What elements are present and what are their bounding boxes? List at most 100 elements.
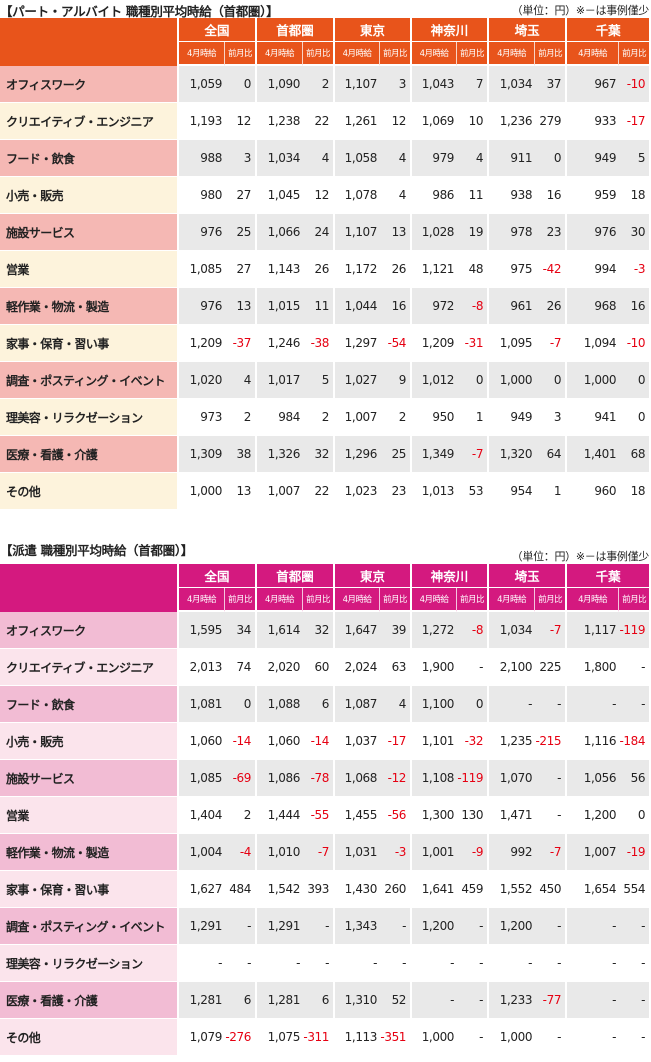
dispatch-row-label: フード・飲食 — [0, 686, 179, 723]
parttime-diff-cell: 48 — [457, 251, 490, 288]
dispatch-diff-cell: -8 — [457, 612, 490, 649]
dispatch-wage-cell: 1,068 — [335, 760, 381, 797]
parttime-row-label: 調査・ポスティング・イベント — [0, 362, 179, 399]
parttime-diff-cell: 11 — [457, 177, 490, 214]
parttime-row-label: その他 — [0, 473, 179, 510]
parttime-wage-cell: 1,326 — [257, 436, 304, 473]
parttime-diff-cell: 13 — [225, 473, 258, 510]
parttime-wage-cell: 972 — [412, 288, 458, 325]
parttime-wage-cell: 1,044 — [335, 288, 381, 325]
dispatch-wage-cell: 1,108 — [412, 760, 458, 797]
dispatch-row-label: 施設サービス — [0, 760, 179, 797]
dispatch-wage-cell: 1,004 — [179, 834, 225, 871]
dispatch-wage-cell: 1,075 — [257, 1019, 304, 1056]
dispatch-table-row: フード・飲食 1,081 0 1,088 6 1,087 4 1,100 0- - - - — [0, 686, 651, 723]
dispatch-wage-cell: 1,034 — [489, 612, 536, 649]
dispatch-wage-cell: 1,455 — [335, 797, 381, 834]
parttime-row-label: フード・飲食 — [0, 140, 179, 177]
dispatch-wage-table: 全国 首都圏 東京 神奈川 埼玉 千葉 4月時給 前月比 4月時給 前月比 4月時給 前月比 4月時給前… — [0, 564, 651, 1056]
dispatch-wage-cell: 2,020 — [257, 649, 304, 686]
parttime-wage-cell: 1,261 — [335, 103, 381, 140]
parttime-diff-cell: 0 — [619, 399, 651, 436]
parttime-wage-cell: 1,007 — [335, 399, 381, 436]
dispatch-diff-subheader: 前月比 — [457, 588, 490, 612]
parttime-table-row: 理美容・リラクゼーション 973 2 984 2 1,007 2 950 1 949 3 941 0 — [0, 399, 651, 436]
parttime-diff-cell: 0 — [619, 362, 651, 399]
parttime-diff-cell: 4 — [303, 140, 336, 177]
parttime-wage-cell: 1,121 — [412, 251, 458, 288]
dispatch-diff-cell: 393 — [303, 871, 336, 908]
parttime-diff-cell: 4 — [380, 140, 413, 177]
dispatch-diff-cell: - — [457, 1019, 490, 1056]
parttime-diff-cell: 53 — [457, 473, 490, 510]
parttime-wage-cell: 1,107 — [335, 66, 381, 103]
dispatch-diff-cell: -69 — [225, 760, 258, 797]
parttime-wage-cell: 1,172 — [335, 251, 381, 288]
dispatch-diff-cell: - — [303, 908, 336, 945]
dispatch-diff-subheader: 前月比 — [535, 588, 568, 612]
parttime-wage-cell: 984 — [257, 399, 304, 436]
parttime-diff-cell: 5 — [619, 140, 651, 177]
dispatch-diff-cell: 130 — [457, 797, 490, 834]
parttime-diff-cell: 279 — [535, 103, 568, 140]
dispatch-header: 【派遣 職種別平均時給（首都圏）】 （単位：円）※－は事例僅少 — [0, 540, 651, 564]
parttime-region-header: 全国 — [179, 18, 258, 42]
parttime-wage-cell: 976 — [567, 214, 620, 251]
parttime-wage-cell: 1,058 — [335, 140, 381, 177]
dispatch-wage-cell: 1,060 — [179, 723, 225, 760]
dispatch-diff-cell: - — [225, 908, 258, 945]
dispatch-wage-cell: 1,200 — [412, 908, 458, 945]
parttime-diff-cell: -54 — [380, 325, 413, 362]
parttime-diff-subheader: 前月比 — [457, 42, 490, 66]
parttime-wage-cell: 933 — [567, 103, 620, 140]
dispatch-wage-cell: - — [567, 982, 620, 1019]
dispatch-wage-cell: 1,471 — [489, 797, 536, 834]
dispatch-wage-cell: 1,070 — [489, 760, 536, 797]
parttime-region-header: 東京 — [335, 18, 413, 42]
parttime-wage-cell: 961 — [489, 288, 536, 325]
dispatch-diff-cell: -17 — [380, 723, 413, 760]
parttime-diff-cell: -31 — [457, 325, 490, 362]
parttime-diff-cell: 26 — [380, 251, 413, 288]
dispatch-wage-subheader: 4月時給 — [257, 588, 304, 612]
parttime-diff-cell: 12 — [303, 177, 336, 214]
parttime-diff-cell: 25 — [225, 214, 258, 251]
dispatch-wage-cell: 1,654 — [567, 871, 620, 908]
dispatch-header-corner — [0, 564, 179, 612]
dispatch-diff-cell: 6 — [225, 982, 258, 1019]
parttime-region-header: 神奈川 — [412, 18, 490, 42]
parttime-wage-cell: 1,209 — [179, 325, 225, 362]
parttime-wage-cell: 1,000 — [567, 362, 620, 399]
parttime-wage-cell: 980 — [179, 177, 225, 214]
parttime-diff-cell: 0 — [225, 66, 258, 103]
parttime-wage-cell: 973 — [179, 399, 225, 436]
dispatch-wage-cell: 2,100 — [489, 649, 536, 686]
dispatch-wage-cell: 1,116 — [567, 723, 620, 760]
parttime-wage-cell: 978 — [489, 214, 536, 251]
dispatch-wage-subheader: 4月時給 — [412, 588, 458, 612]
dispatch-wage-cell: 1,281 — [179, 982, 225, 1019]
dispatch-row-label: 医療・看護・介護 — [0, 982, 179, 1019]
parttime-diff-cell: 0 — [535, 362, 568, 399]
dispatch-table-row: 調査・ポスティング・イベント 1,291-1,291-1,343-1,200-1,… — [0, 908, 651, 945]
dispatch-wage-cell: 1,007 — [567, 834, 620, 871]
dispatch-row-label: 営業 — [0, 797, 179, 834]
parttime-diff-cell: 0 — [457, 362, 490, 399]
dispatch-region-header: 首都圏 — [257, 564, 336, 588]
parttime-wage-cell: 941 — [567, 399, 620, 436]
dispatch-wage-cell: 1,310 — [335, 982, 381, 1019]
dispatch-diff-cell: - — [619, 945, 651, 982]
parttime-wage-cell: 968 — [567, 288, 620, 325]
parttime-wage-cell: 1,013 — [412, 473, 458, 510]
parttime-row-label: 医療・看護・介護 — [0, 436, 179, 473]
parttime-diff-cell: 22 — [303, 103, 336, 140]
parttime-wage-cell: 950 — [412, 399, 458, 436]
parttime-table-row: クリエイティブ・エンジニア 1,193 12 1,238 22 1,261 12 1,069 1… — [0, 103, 651, 140]
parttime-wage-cell: 967 — [567, 66, 620, 103]
dispatch-diff-cell: - — [380, 945, 413, 982]
dispatch-row-label: 家事・保育・習い事 — [0, 871, 179, 908]
dispatch-wage-cell: 1,233 — [489, 982, 536, 1019]
parttime-row-label: 軽作業・物流・製造 — [0, 288, 179, 325]
parttime-diff-cell: -10 — [619, 325, 651, 362]
dispatch-wage-cell: 1,037 — [335, 723, 381, 760]
